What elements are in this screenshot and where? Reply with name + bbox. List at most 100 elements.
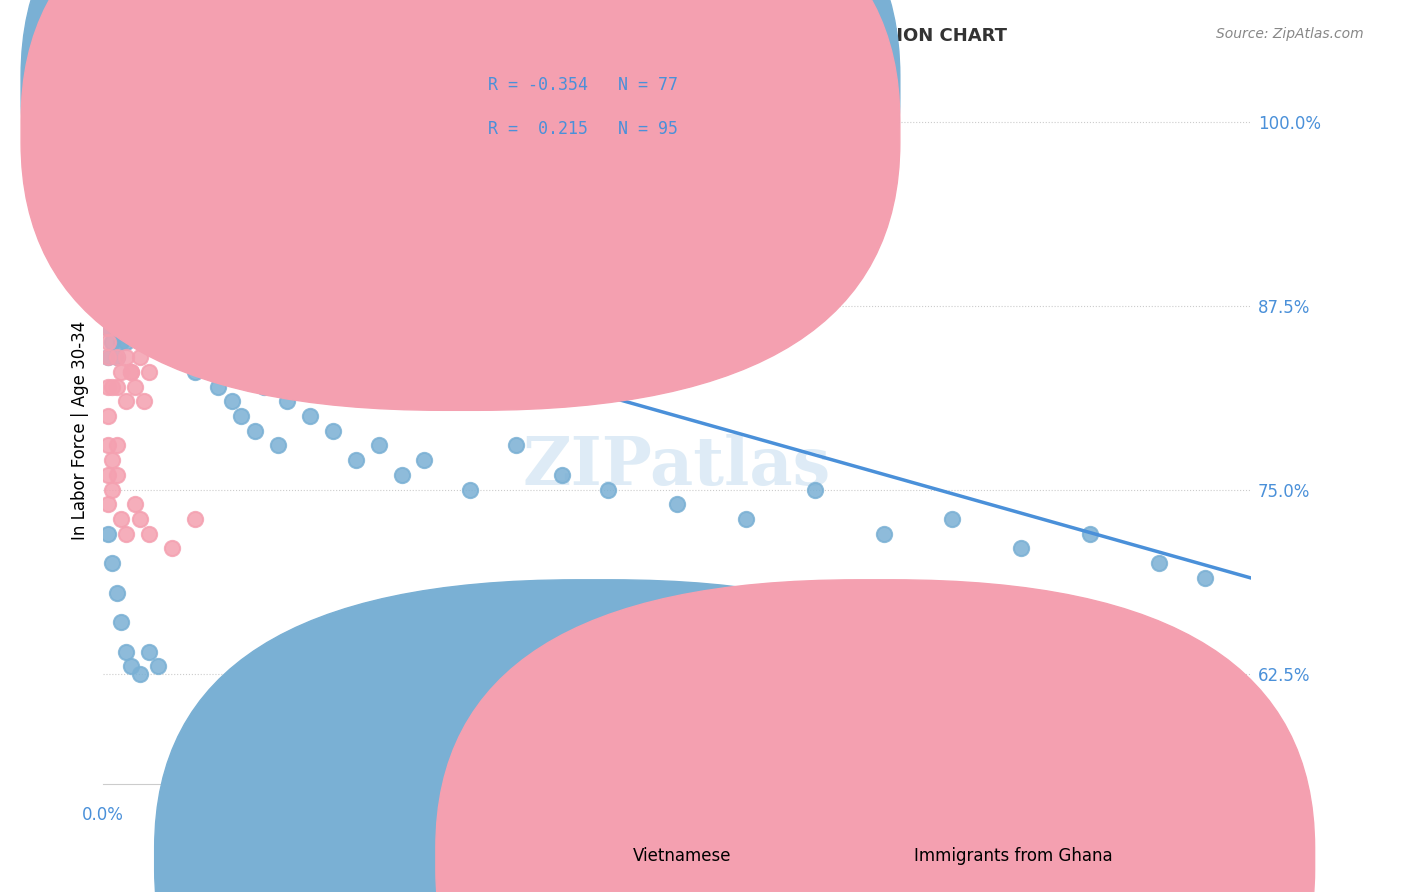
Point [110, 320, 132, 334]
Point [276, 261, 298, 276]
Text: ZIPatlas: ZIPatlas [523, 434, 831, 499]
Point [166, 350, 188, 364]
Point [134, 291, 156, 305]
Point [734, 512, 756, 526]
Point [229, 409, 252, 423]
Point [110, 615, 132, 629]
Point [101, 306, 124, 320]
Text: R =  0.215   N = 95: R = 0.215 N = 95 [488, 120, 678, 138]
Point [97, 379, 120, 393]
Point [101, 277, 124, 291]
Point [134, 261, 156, 276]
Point [97, 202, 120, 217]
Point [120, 232, 142, 246]
Point [221, 306, 243, 320]
Point [115, 291, 138, 305]
Point [174, 335, 197, 350]
Point [142, 261, 165, 276]
Point [166, 291, 188, 305]
Point [101, 483, 124, 497]
Point [115, 644, 138, 658]
Point [152, 261, 174, 276]
Point [138, 277, 160, 291]
Point [152, 218, 174, 232]
Point [160, 291, 183, 305]
Point [156, 277, 179, 291]
Text: VIETNAMESE VS IMMIGRANTS FROM GHANA IN LABOR FORCE | AGE 30-34 CORRELATION CHART: VIETNAMESE VS IMMIGRANTS FROM GHANA IN L… [42, 27, 1007, 45]
Point [101, 247, 124, 261]
Point [243, 335, 266, 350]
Point [97, 438, 120, 452]
Point [97, 232, 120, 246]
Point [105, 379, 128, 393]
Point [148, 659, 170, 673]
Point [128, 666, 150, 681]
Point [1078, 526, 1101, 541]
Point [803, 483, 825, 497]
Point [128, 512, 150, 526]
Text: 0.0%: 0.0% [82, 806, 124, 824]
Point [105, 261, 128, 276]
Point [138, 320, 160, 334]
Point [105, 232, 128, 246]
Point [115, 335, 138, 350]
Point [124, 291, 146, 305]
Point [128, 261, 150, 276]
Point [101, 218, 124, 232]
Point [97, 320, 120, 334]
Point [134, 394, 156, 409]
Point [97, 232, 120, 246]
Point [97, 497, 120, 511]
Point [101, 306, 124, 320]
Point [105, 247, 128, 261]
Point [101, 453, 124, 467]
Point [128, 277, 150, 291]
Point [160, 541, 183, 556]
Point [460, 483, 482, 497]
Point [391, 467, 413, 482]
Point [115, 526, 138, 541]
Point [134, 247, 156, 261]
Point [105, 277, 128, 291]
Point [124, 247, 146, 261]
Point [97, 261, 120, 276]
Point [193, 306, 215, 320]
Point [170, 320, 193, 334]
Point [97, 350, 120, 364]
Point [101, 277, 124, 291]
Point [229, 320, 252, 334]
Point [184, 365, 207, 379]
Point [97, 335, 120, 350]
Point [120, 659, 142, 673]
Point [128, 350, 150, 364]
Point [1194, 571, 1216, 585]
Point [120, 277, 142, 291]
Point [115, 394, 138, 409]
Point [266, 438, 288, 452]
Point [105, 320, 128, 334]
Text: Immigrants from Ghana: Immigrants from Ghana [914, 847, 1112, 865]
Point [101, 335, 124, 350]
Point [243, 424, 266, 438]
Point [941, 512, 963, 526]
Point [101, 188, 124, 202]
Point [322, 424, 344, 438]
Point [120, 277, 142, 291]
Point [551, 467, 574, 482]
Point [174, 320, 197, 334]
Point [166, 306, 188, 320]
Point [115, 291, 138, 305]
Point [110, 218, 132, 232]
Point [124, 261, 146, 276]
Point [115, 350, 138, 364]
Point [110, 277, 132, 291]
Point [97, 320, 120, 334]
Y-axis label: In Labor Force | Age 30-34: In Labor Force | Age 30-34 [72, 321, 89, 541]
Point [110, 365, 132, 379]
Point [110, 306, 132, 320]
Point [115, 232, 138, 246]
Point [97, 409, 120, 423]
Point [120, 320, 142, 334]
Point [120, 247, 142, 261]
Point [110, 306, 132, 320]
